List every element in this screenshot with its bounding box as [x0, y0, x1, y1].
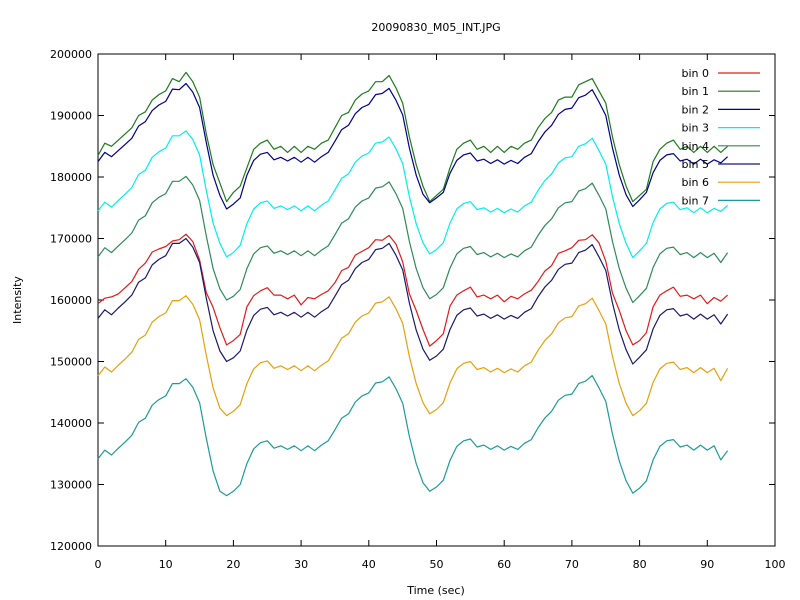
x-tick-label: 0 — [95, 558, 102, 571]
x-tick-label: 40 — [362, 558, 376, 571]
y-tick-label: 160000 — [50, 294, 92, 307]
y-tick-label: 180000 — [50, 171, 92, 184]
y-axis-label: Intensity — [11, 276, 24, 324]
legend-label: bin 1 — [681, 85, 709, 98]
y-tick-label: 190000 — [50, 110, 92, 123]
legend-label: bin 5 — [681, 158, 709, 171]
x-tick-label: 100 — [765, 558, 786, 571]
x-tick-label: 10 — [159, 558, 173, 571]
x-tick-label: 20 — [226, 558, 240, 571]
legend-label: bin 6 — [681, 176, 709, 189]
y-tick-label: 140000 — [50, 417, 92, 430]
y-tick-label: 120000 — [50, 540, 92, 553]
plot-area — [97, 53, 776, 547]
legend-label: bin 7 — [681, 194, 709, 207]
legend-label: bin 3 — [681, 122, 709, 135]
legend: bin 0 bin 1 bin 2 bin 3 bin 4 bin 5 bin 6 bin 7 — [681, 67, 760, 207]
x-axis-label: Time (sec) — [406, 584, 465, 597]
x-tick-label: 70 — [565, 558, 579, 571]
series-line-bin-7 — [97, 375, 729, 497]
chart-title: 20090830_M05_INT.JPG — [371, 21, 500, 34]
series-line-bin-5 — [97, 237, 729, 365]
series-line-bin-4 — [97, 175, 729, 304]
x-tick-label: 90 — [700, 558, 714, 571]
series-line-bin-0 — [97, 233, 729, 347]
y-tick-label: 200000 — [50, 48, 92, 61]
series-line-bin-1 — [97, 71, 729, 203]
legend-label: bin 4 — [681, 140, 709, 153]
x-tick-label: 60 — [497, 558, 511, 571]
y-tick-label: 150000 — [50, 356, 92, 369]
series-line-bin-2 — [97, 82, 729, 210]
series-line-bin-6 — [97, 295, 729, 417]
x-axis: 0 10 20 30 40 50 60 70 80 90 100 — [95, 54, 786, 571]
x-tick-label: 50 — [430, 558, 444, 571]
x-tick-label: 80 — [633, 558, 647, 571]
y-tick-label: 170000 — [50, 233, 92, 246]
legend-label: bin 0 — [681, 67, 709, 80]
legend-label: bin 2 — [681, 103, 709, 116]
series-group — [97, 71, 729, 497]
series-line-bin-3 — [97, 130, 729, 259]
x-tick-label: 30 — [294, 558, 308, 571]
y-axis: 120000 130000 140000 150000 160000 170000 1800… — [50, 48, 775, 553]
y-tick-label: 130000 — [50, 479, 92, 492]
